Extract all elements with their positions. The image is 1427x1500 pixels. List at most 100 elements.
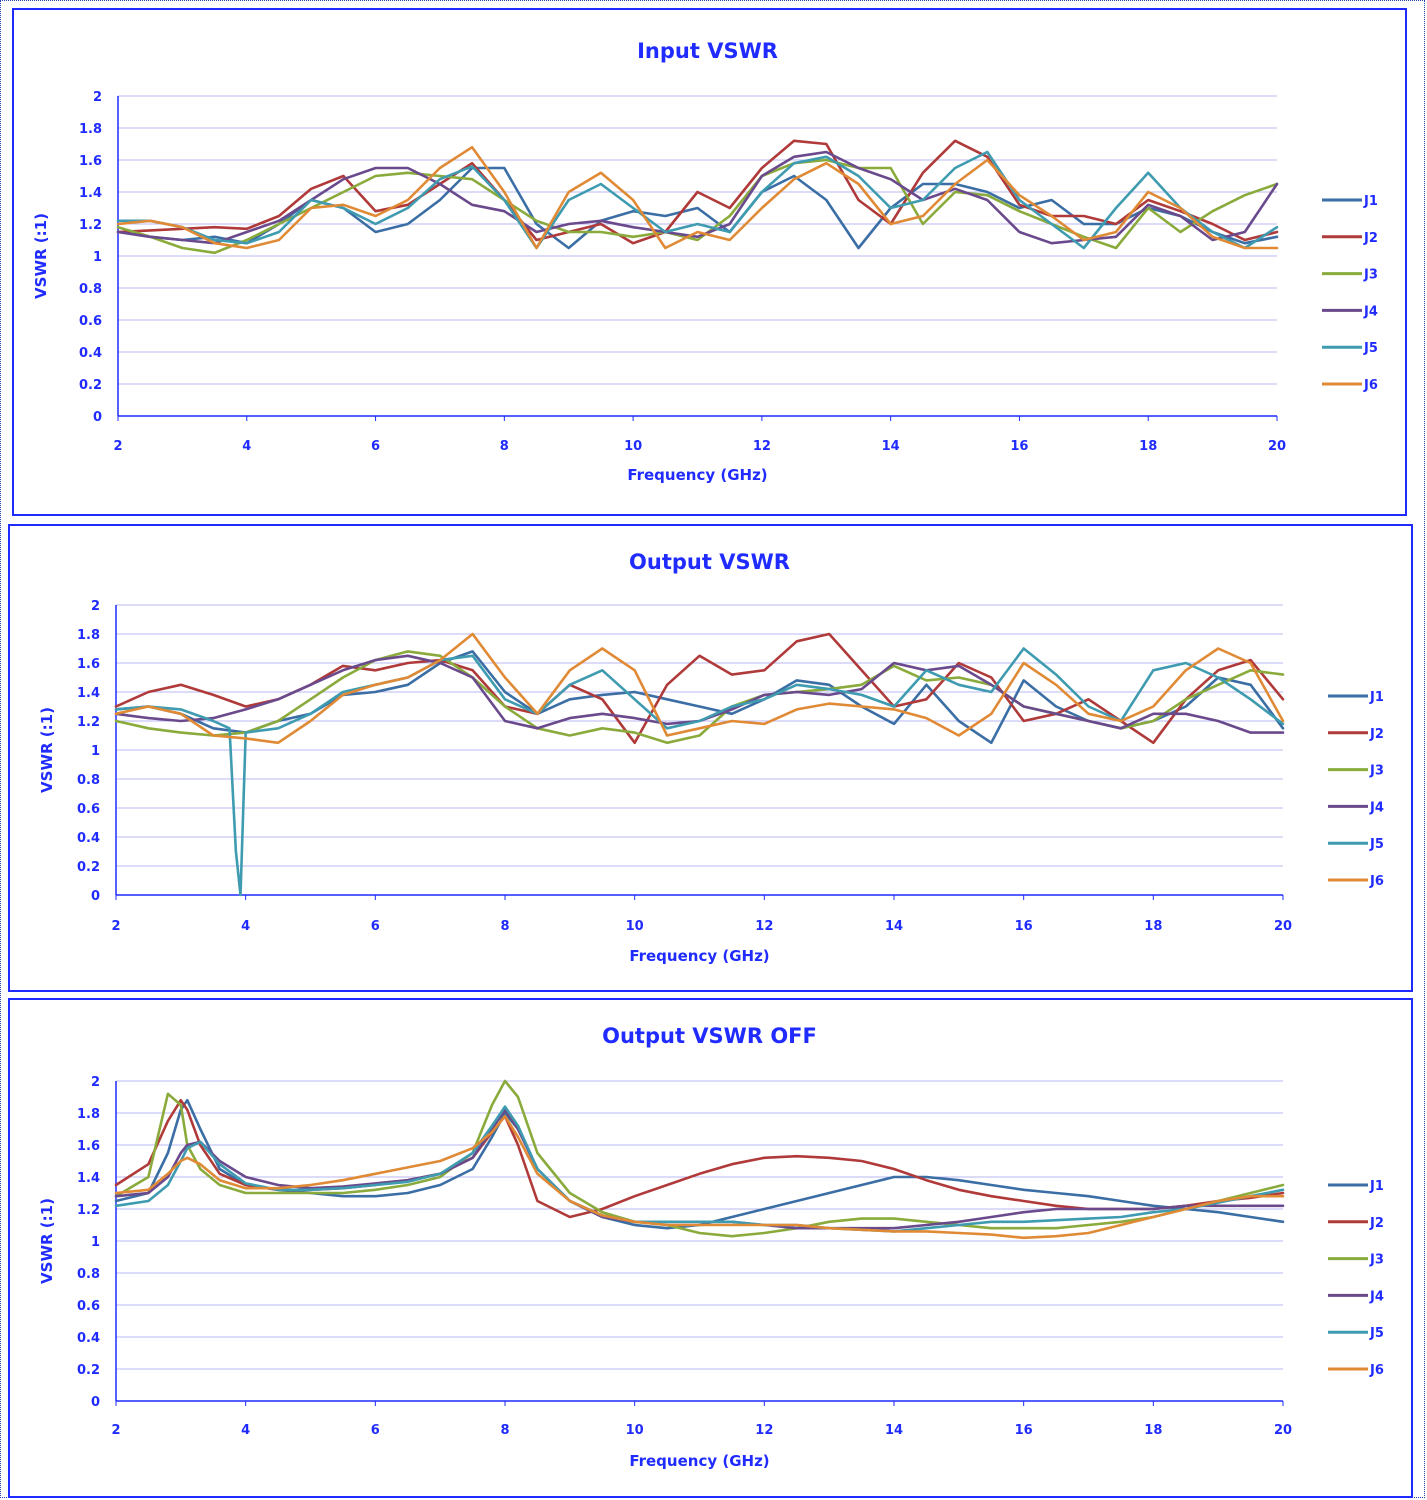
legend-label-j2: J2 xyxy=(1363,231,1378,246)
x-tick-label: 2 xyxy=(111,1423,120,1438)
series-line-j4 xyxy=(114,1108,1285,1230)
y-tick-label: 1.6 xyxy=(77,1139,100,1154)
y-tick-label: 0.2 xyxy=(79,378,102,393)
x-tick-label: 20 xyxy=(1274,1423,1292,1438)
y-tick-label: 0 xyxy=(91,1395,100,1410)
y-tick-label: 0.4 xyxy=(79,346,102,361)
x-tick-label: 10 xyxy=(626,1423,644,1438)
y-tick-label: 2 xyxy=(91,599,100,614)
y-tick-label: 0.4 xyxy=(77,831,100,846)
x-tick-label: 18 xyxy=(1144,919,1162,934)
x-tick-label: 20 xyxy=(1268,439,1286,454)
y-tick-label: 0 xyxy=(93,410,102,425)
chart-panel-input-vswr: 0 0.2 0.4 0.6 0.8 1 1.2 1.4 1.6 1.8 2 2 4 6 8 10 12 14 16 1… xyxy=(12,8,1407,516)
legend-label-j6: J6 xyxy=(1363,378,1378,393)
y-tick-label: 1 xyxy=(91,744,100,759)
chart-title: Output VSWR xyxy=(629,550,790,574)
x-tick-label: 16 xyxy=(1015,919,1033,934)
legend-label-j1: J1 xyxy=(1369,690,1384,705)
y-axis-label: VSWR (:1) xyxy=(38,707,56,793)
y-tick-label: 1.8 xyxy=(77,628,100,643)
series-line-j3 xyxy=(114,1079,1285,1238)
input-vswr-chart: 0 0.2 0.4 0.6 0.8 1 1.2 1.4 1.6 1.8 2 2 4 6 8 10 12 14 16 1… xyxy=(32,39,1378,484)
series-line-j4 xyxy=(116,150,1279,245)
legend-label-j4: J4 xyxy=(1369,800,1384,815)
legend-label-j4: J4 xyxy=(1363,304,1378,319)
series-line-j2 xyxy=(116,139,1279,245)
y-tick-label: 0.2 xyxy=(77,1363,100,1378)
y-tick-label: 0 xyxy=(91,889,100,904)
y-tick-label: 1.4 xyxy=(79,186,102,201)
x-tick-label: 6 xyxy=(371,1423,380,1438)
x-tick-label: 4 xyxy=(241,1423,250,1438)
legend-label-j3: J3 xyxy=(1369,764,1384,779)
legend-label-j6: J6 xyxy=(1369,1363,1384,1378)
legend-label-j5: J5 xyxy=(1369,1326,1384,1341)
x-tick-label: 14 xyxy=(882,439,900,454)
series-line-j6 xyxy=(116,145,1279,250)
x-tick-label: 20 xyxy=(1274,919,1292,934)
legend-label-j6: J6 xyxy=(1369,874,1384,889)
y-axis-label: VSWR (:1) xyxy=(32,213,50,299)
x-tick-label: 8 xyxy=(500,919,509,934)
legend-label-j1: J1 xyxy=(1369,1179,1384,1194)
x-tick-label: 16 xyxy=(1010,439,1028,454)
y-tick-label: 1 xyxy=(93,250,102,265)
y-tick-label: 0.6 xyxy=(77,802,100,817)
legend-label-j3: J3 xyxy=(1363,268,1378,283)
y-tick-label: 0.8 xyxy=(77,1267,100,1282)
x-tick-label: 8 xyxy=(500,439,509,454)
y-tick-label: 1.8 xyxy=(79,122,102,137)
legend-label-j5: J5 xyxy=(1369,837,1384,852)
y-tick-label: 1.2 xyxy=(77,1203,100,1218)
series-line-j5 xyxy=(116,150,1279,250)
y-tick-label: 1.4 xyxy=(77,1171,100,1186)
chart-panel-output-vswr: 0 0.2 0.4 0.6 0.8 1 1.2 1.4 1.6 1.8 2 2 4 6 8 10 12 14 16 1… xyxy=(8,524,1413,992)
x-tick-label: 16 xyxy=(1015,1423,1033,1438)
x-tick-label: 4 xyxy=(242,439,251,454)
series-line-j2 xyxy=(114,1098,1285,1219)
x-tick-label: 4 xyxy=(241,919,250,934)
y-tick-label: 1.4 xyxy=(77,686,100,701)
x-tick-label: 6 xyxy=(371,439,380,454)
y-tick-label: 1.2 xyxy=(77,715,100,730)
y-tick-label: 1 xyxy=(91,1235,100,1250)
series-line-j5 xyxy=(114,1105,1285,1233)
y-tick-label: 0.6 xyxy=(79,314,102,329)
x-axis-label: Frequency (GHz) xyxy=(627,466,767,484)
x-tick-label: 12 xyxy=(753,439,771,454)
output-vswr-chart: 0 0.2 0.4 0.6 0.8 1 1.2 1.4 1.6 1.8 2 2 4 6 8 10 12 14 16 1… xyxy=(38,550,1384,965)
x-tick-label: 12 xyxy=(755,919,773,934)
y-tick-label: 2 xyxy=(91,1075,100,1090)
x-tick-label: 12 xyxy=(755,1423,773,1438)
y-tick-label: 2 xyxy=(93,90,102,105)
y-tick-label: 1.2 xyxy=(79,218,102,233)
x-tick-label: 14 xyxy=(885,1423,903,1438)
y-tick-label: 0.4 xyxy=(77,1331,100,1346)
y-tick-label: 0.6 xyxy=(77,1299,100,1314)
legend-label-j2: J2 xyxy=(1369,727,1384,742)
y-tick-label: 1.8 xyxy=(77,1107,100,1122)
x-tick-label: 10 xyxy=(626,919,644,934)
x-axis-label: Frequency (GHz) xyxy=(629,1452,769,1470)
x-axis-label: Frequency (GHz) xyxy=(629,947,769,965)
chart-title: Output VSWR OFF xyxy=(602,1024,817,1048)
x-tick-label: 2 xyxy=(111,919,120,934)
x-tick-label: 14 xyxy=(885,919,903,934)
y-axis-label: VSWR (:1) xyxy=(38,1198,56,1284)
y-tick-label: 1.6 xyxy=(79,154,102,169)
y-tick-label: 0.8 xyxy=(77,773,100,788)
legend-label-j1: J1 xyxy=(1363,194,1378,209)
x-tick-label: 18 xyxy=(1144,1423,1162,1438)
y-tick-label: 1.6 xyxy=(77,657,100,672)
series-line-j6 xyxy=(114,1114,1285,1240)
series-line-j6 xyxy=(114,632,1285,745)
legend-label-j2: J2 xyxy=(1369,1216,1384,1231)
x-tick-label: 18 xyxy=(1139,439,1157,454)
chart-panel-output-vswr-off: 0 0.2 0.4 0.6 0.8 1 1.2 1.4 1.6 1.8 2 2 4 6 8 10 12 14 16 1… xyxy=(8,998,1413,1498)
output-vswr-off-chart: 0 0.2 0.4 0.6 0.8 1 1.2 1.4 1.6 1.8 2 2 4 6 8 10 12 14 16 1… xyxy=(38,1024,1384,1470)
legend-label-j3: J3 xyxy=(1369,1253,1384,1268)
chart-title: Input VSWR xyxy=(637,39,778,63)
legend-label-j4: J4 xyxy=(1369,1289,1384,1304)
x-tick-label: 8 xyxy=(500,1423,509,1438)
